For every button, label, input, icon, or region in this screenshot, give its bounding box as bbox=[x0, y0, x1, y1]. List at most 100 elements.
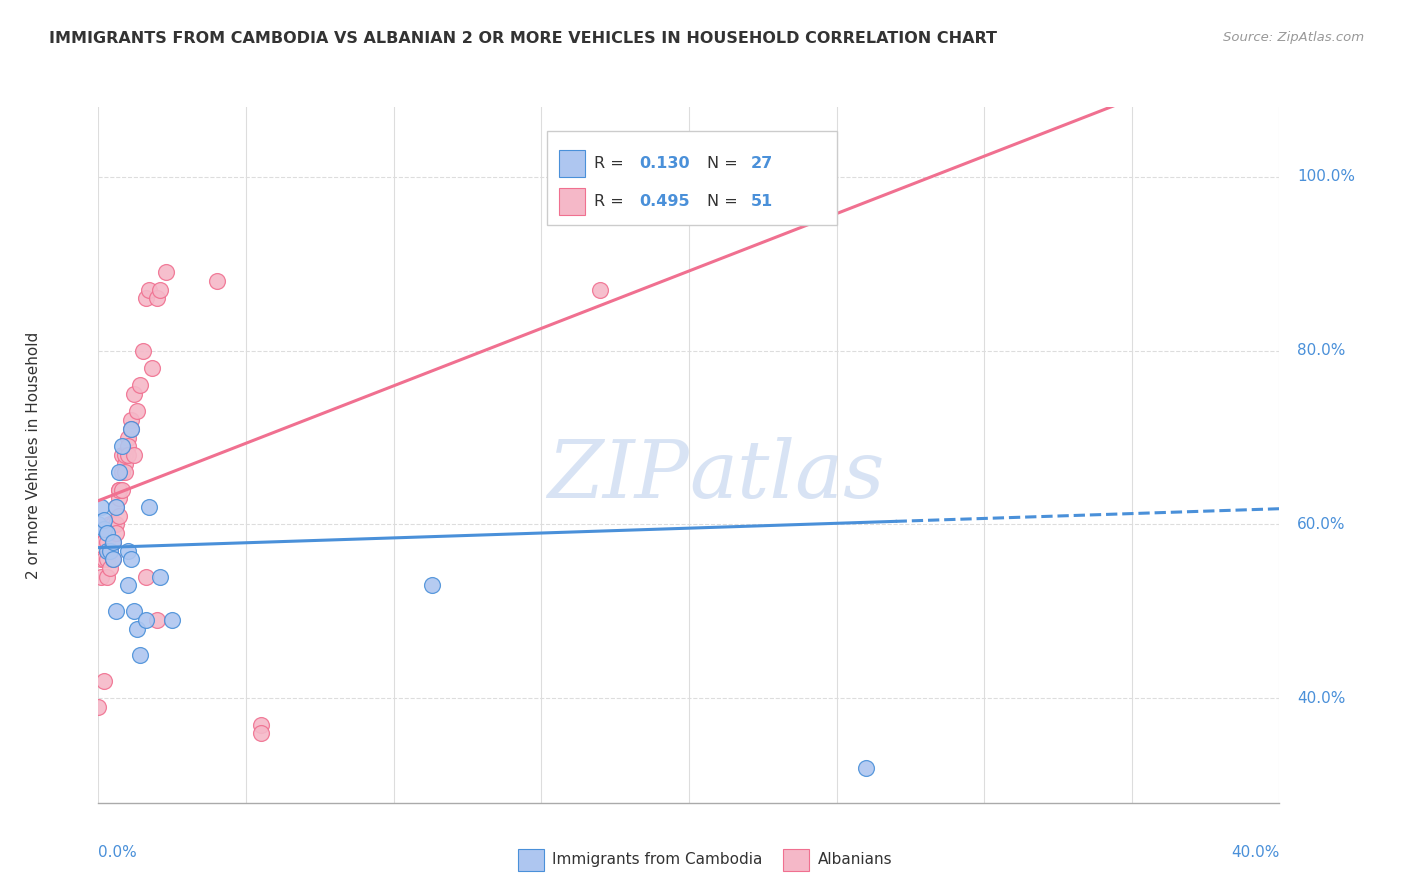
Text: 51: 51 bbox=[751, 194, 773, 209]
Point bbox=[855, 761, 877, 775]
Point bbox=[93, 522, 115, 536]
Point bbox=[90, 500, 112, 514]
Point bbox=[117, 448, 139, 462]
Text: 27: 27 bbox=[751, 156, 773, 171]
Point bbox=[103, 517, 125, 532]
Point bbox=[108, 483, 131, 497]
Point bbox=[135, 613, 157, 627]
Point bbox=[117, 578, 139, 592]
FancyBboxPatch shape bbox=[560, 188, 585, 215]
Text: N =: N = bbox=[707, 156, 742, 171]
Point bbox=[111, 483, 134, 497]
Point bbox=[111, 466, 134, 480]
Text: Source: ZipAtlas.com: Source: ZipAtlas.com bbox=[1223, 31, 1364, 45]
Point bbox=[162, 613, 183, 627]
Point bbox=[90, 522, 112, 536]
Text: R =: R = bbox=[595, 156, 630, 171]
Point bbox=[93, 513, 115, 527]
Text: 40.0%: 40.0% bbox=[1232, 845, 1279, 860]
Point bbox=[135, 570, 157, 584]
Point bbox=[132, 343, 155, 358]
Text: N =: N = bbox=[707, 194, 742, 209]
Point bbox=[93, 674, 115, 689]
Point bbox=[250, 717, 273, 731]
Point bbox=[125, 622, 148, 636]
Point bbox=[589, 283, 612, 297]
Point bbox=[138, 283, 160, 297]
Text: 0.495: 0.495 bbox=[640, 194, 690, 209]
Text: Immigrants from Cambodia: Immigrants from Cambodia bbox=[553, 853, 762, 867]
Point bbox=[98, 543, 121, 558]
Point bbox=[108, 483, 131, 497]
Point bbox=[128, 648, 150, 662]
Point bbox=[96, 535, 118, 549]
Text: 80.0%: 80.0% bbox=[1298, 343, 1346, 358]
Point bbox=[96, 552, 118, 566]
Point bbox=[103, 552, 125, 566]
Point bbox=[117, 439, 139, 453]
Point bbox=[250, 726, 273, 740]
Point bbox=[108, 491, 131, 506]
Text: 40.0%: 40.0% bbox=[1298, 691, 1346, 706]
Text: 0.0%: 0.0% bbox=[98, 845, 138, 860]
Point bbox=[103, 552, 125, 566]
Point bbox=[138, 500, 160, 514]
Point bbox=[103, 535, 125, 549]
Text: 0.130: 0.130 bbox=[640, 156, 690, 171]
Point bbox=[125, 404, 148, 418]
Point bbox=[103, 535, 125, 549]
Text: Albanians: Albanians bbox=[818, 853, 893, 867]
Point bbox=[90, 570, 112, 584]
Text: IMMIGRANTS FROM CAMBODIA VS ALBANIAN 2 OR MORE VEHICLES IN HOUSEHOLD CORRELATION: IMMIGRANTS FROM CAMBODIA VS ALBANIAN 2 O… bbox=[49, 31, 997, 46]
Point bbox=[96, 543, 118, 558]
Point bbox=[93, 552, 115, 566]
Point bbox=[120, 413, 142, 427]
Point bbox=[87, 517, 110, 532]
Point bbox=[122, 605, 145, 619]
Text: 100.0%: 100.0% bbox=[1298, 169, 1355, 184]
FancyBboxPatch shape bbox=[783, 848, 810, 871]
Text: R =: R = bbox=[595, 194, 630, 209]
Point bbox=[114, 466, 136, 480]
Point bbox=[117, 543, 139, 558]
FancyBboxPatch shape bbox=[547, 131, 837, 226]
Point bbox=[105, 500, 128, 514]
Text: atlas: atlas bbox=[689, 437, 884, 515]
Point bbox=[111, 439, 134, 453]
Point bbox=[90, 552, 112, 566]
Point bbox=[108, 508, 131, 523]
Text: 60.0%: 60.0% bbox=[1298, 517, 1346, 532]
Point bbox=[135, 291, 157, 305]
Point bbox=[146, 613, 169, 627]
Point bbox=[120, 552, 142, 566]
Point bbox=[146, 291, 169, 305]
Point bbox=[93, 535, 115, 549]
Point bbox=[96, 570, 118, 584]
Point bbox=[128, 378, 150, 392]
Point bbox=[205, 274, 228, 288]
Point bbox=[105, 517, 128, 532]
Point bbox=[96, 526, 118, 541]
Point bbox=[149, 283, 172, 297]
Point bbox=[98, 561, 121, 575]
Point bbox=[108, 466, 131, 480]
Point bbox=[98, 517, 121, 532]
Point bbox=[114, 457, 136, 471]
Point bbox=[122, 448, 145, 462]
Point bbox=[122, 387, 145, 401]
Point bbox=[105, 500, 128, 514]
Text: ZIP: ZIP bbox=[547, 437, 689, 515]
Text: 2 or more Vehicles in Household: 2 or more Vehicles in Household bbox=[25, 331, 41, 579]
FancyBboxPatch shape bbox=[517, 848, 544, 871]
Point bbox=[120, 422, 142, 436]
Point bbox=[111, 448, 134, 462]
Point bbox=[155, 265, 177, 279]
Point bbox=[105, 605, 128, 619]
Point bbox=[87, 700, 110, 714]
Point bbox=[114, 448, 136, 462]
FancyBboxPatch shape bbox=[560, 150, 585, 177]
Point bbox=[420, 578, 443, 592]
Point bbox=[141, 360, 163, 375]
Point bbox=[98, 543, 121, 558]
Point bbox=[149, 570, 172, 584]
